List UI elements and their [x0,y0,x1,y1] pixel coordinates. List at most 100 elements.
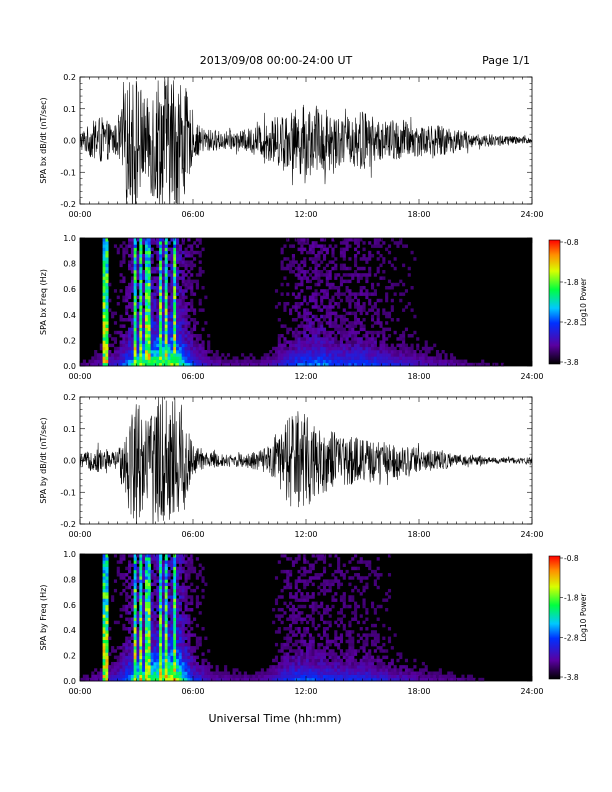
spectrogram-cell [314,658,318,663]
spectrogram-cell [139,557,143,561]
spectrogram-cell [156,282,160,287]
spectrogram-cell [164,305,168,309]
spectrogram-cell [334,302,338,306]
spectrogram-cell [193,359,197,364]
spectrogram-cell [311,649,315,653]
spectrogram-cell [167,573,171,577]
spectrogram-cell [156,359,160,364]
spectrogram-cell [139,244,143,248]
spectrogram-cell [274,353,279,357]
spectrogram-cell [235,359,239,364]
spectrogram-cell [402,308,406,312]
spectrogram-cell [105,276,109,280]
spectrogram-cell [322,292,327,296]
spectrogram-cell [370,318,375,322]
spectrogram-cell [156,250,160,255]
spectrogram-cell [156,569,160,574]
spectrogram-cell [351,588,355,593]
spectrogram-cell [354,254,358,258]
spectrogram-cell [142,617,146,621]
spectrogram-cell [331,595,335,599]
spectrogram-cell [105,334,109,338]
spectrogram-cell [111,646,115,650]
spectrogram-cell [119,260,123,264]
spectrogram-cell [133,592,137,596]
spectrogram-cell [170,276,174,280]
spectrogram-cell [368,340,372,344]
spectrogram-cell [147,617,151,621]
spectrogram-cell [190,286,194,290]
spectrogram-cell [147,579,151,583]
spectrogram-cell [277,353,281,357]
spectrogram-cell [170,627,174,631]
spectrogram-cell [277,302,281,306]
spectrogram-cell [322,557,327,561]
spectrogram-cell [173,295,177,300]
spectrogram-cell [153,636,157,641]
spectrogram-cell [142,566,146,571]
spectrogram-cell [328,649,332,653]
spectrogram-cell [328,340,332,344]
spectrogram-cell [130,250,134,255]
spectrogram-cell [105,314,109,319]
spectrogram-cell [170,585,174,590]
spectrogram-cell [317,276,321,280]
spectrogram-cell [351,311,355,316]
spectrogram-cell [308,569,312,574]
spectrogram-cell [317,671,321,675]
spectrogram-cell [105,642,109,647]
spectrogram-cell [173,298,177,303]
spectrogram-cell [421,359,425,364]
spectrogram-cell [181,356,185,360]
spectrogram-cell [122,677,126,682]
spectrogram-cell [308,665,312,669]
spectrogram-cell [91,359,95,364]
spectrogram-cell [156,254,160,258]
spectrogram-cell [370,671,375,675]
spectrogram-cell [328,318,332,322]
spectrogram-cell [306,334,310,338]
spectrogram-cell [387,665,392,669]
spectrogram-cell [337,330,341,335]
spectrogram-cell [334,353,338,357]
spectrogram-cell [339,241,344,245]
spectrogram-cell [159,260,163,264]
spectrogram-cell [181,321,185,325]
spectrogram-cell [181,646,185,650]
spectrogram-cell [173,642,177,647]
spectrogram-cell [181,302,185,306]
spectrogram-cell [368,250,372,255]
spectrogram-cell [322,569,327,574]
spectrogram-cell [144,279,149,284]
spectrogram-cell [351,298,355,303]
spectrogram-cell [128,674,132,679]
spectrogram-cell [167,334,171,338]
spectrogram-cell [142,314,146,319]
spectrogram-cell [167,254,171,258]
spectrogram-cell [130,254,134,258]
spectrogram-cell [337,302,341,306]
spectrogram-cell [173,674,177,679]
spectrogram-cell [176,308,180,312]
spectrogram-cell [150,257,154,261]
spectrogram-cell [297,611,301,615]
spectrogram-cell [416,359,420,364]
spectrogram-cell [294,346,298,351]
spectrogram-cell [139,566,143,571]
spectrogram-cell [187,601,191,606]
spectrogram-cell [300,661,304,666]
spectrogram-cell [173,611,177,615]
spectrogram-cell [105,247,109,252]
spectrogram-cell [354,671,358,675]
spectrogram-cell [102,334,106,338]
spectrogram-cell [368,668,372,672]
spectrogram-cell [385,674,389,679]
spectrogram-cell [190,359,194,364]
spectrogram-cell [153,639,157,644]
spectrogram-cell [382,337,386,341]
spectrogram-cell [105,595,109,599]
spectrogram-cell [291,617,296,621]
spectrogram-cell [379,244,383,248]
spectrogram-cell [354,674,358,679]
spectrogram-cell [368,566,372,571]
